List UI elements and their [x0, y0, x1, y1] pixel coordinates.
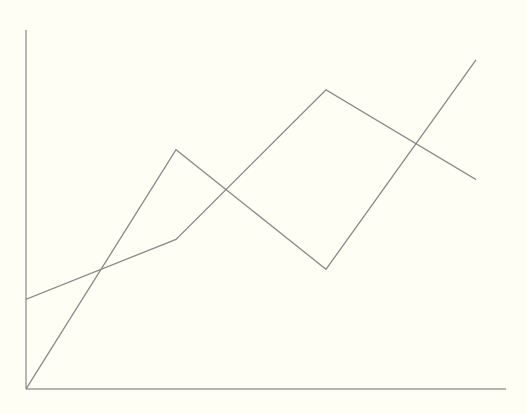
series-layer	[25, 59, 477, 390]
series-line-1	[25, 88, 477, 300]
series-line-2	[25, 59, 477, 390]
